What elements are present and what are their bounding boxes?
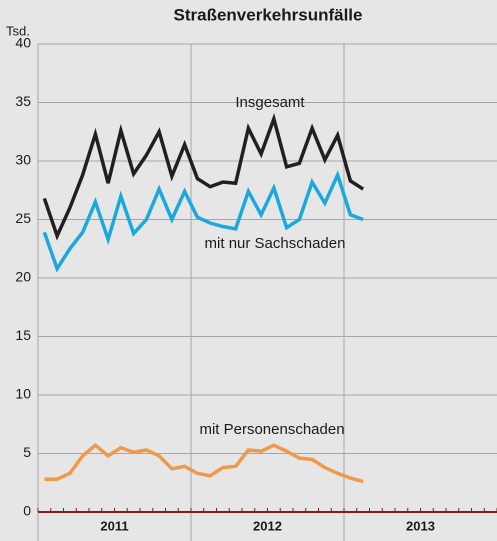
series-label: mit nur Sachschaden xyxy=(205,235,346,252)
y-tick-label: 35 xyxy=(15,93,31,109)
series-line xyxy=(44,443,364,484)
y-tick-label: 25 xyxy=(15,210,31,226)
y-tick-label: 5 xyxy=(23,444,31,460)
series-label: Insgesamt xyxy=(235,94,305,111)
series-label: mit Personenschaden xyxy=(199,421,344,438)
series-line xyxy=(42,113,365,241)
y-tick-label: 0 xyxy=(23,503,31,519)
y-tick-label: 40 xyxy=(15,35,31,51)
chart-title: Straßenverkehrsunfälle xyxy=(174,5,363,24)
y-unit: Tsd. xyxy=(6,23,30,38)
x-group-label: 2012 xyxy=(253,518,282,533)
x-group-label: 2013 xyxy=(406,518,435,533)
x-group-label: 2011 xyxy=(100,518,128,533)
y-tick-label: 30 xyxy=(15,152,31,168)
y-tick-label: 20 xyxy=(15,269,31,285)
series-line xyxy=(42,170,364,273)
y-tick-label: 10 xyxy=(15,386,31,402)
y-tick-label: 15 xyxy=(15,327,31,343)
